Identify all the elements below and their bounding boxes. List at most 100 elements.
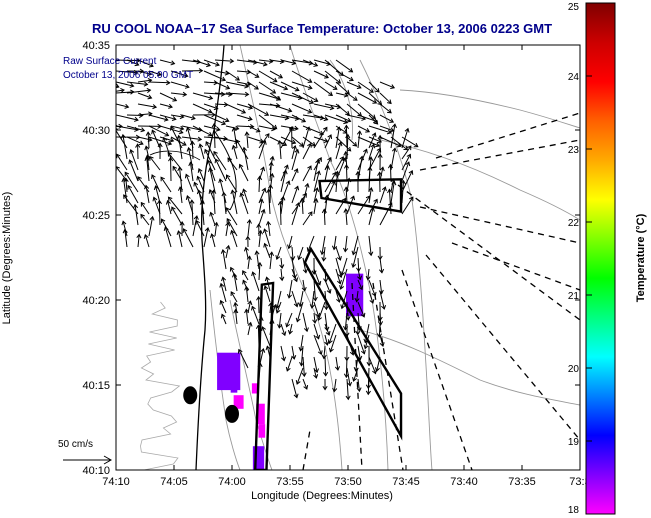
radar-beam-line — [372, 282, 404, 470]
current-vector — [116, 85, 119, 88]
current-vector — [368, 136, 382, 143]
bathymetry-contour — [289, 45, 389, 470]
current-vector-head — [360, 312, 366, 318]
current-vector-head — [287, 244, 293, 250]
current-vector — [144, 234, 150, 248]
current-vector-head — [244, 91, 250, 97]
current-vector — [357, 136, 380, 147]
current-vector-head — [269, 172, 275, 178]
current-vector-head — [179, 114, 185, 120]
current-vector-head — [149, 155, 154, 161]
sst-patch — [258, 424, 266, 438]
current-vector-head — [137, 176, 142, 181]
current-vector — [124, 229, 128, 248]
current-vector — [291, 149, 299, 171]
current-vector-head — [275, 102, 281, 109]
current-vector — [269, 81, 288, 90]
current-vector-head — [152, 104, 158, 110]
current-vector-head — [176, 134, 182, 140]
current-vector — [378, 323, 381, 337]
current-vector — [291, 81, 312, 89]
current-vector — [137, 113, 152, 116]
current-vector — [236, 70, 251, 73]
current-vector — [214, 81, 230, 89]
current-vector-head — [144, 145, 150, 151]
current-vector — [280, 268, 283, 281]
current-vector — [368, 235, 372, 256]
current-vector-head — [406, 153, 412, 159]
current-vector-head — [304, 182, 310, 188]
current-vector — [328, 323, 337, 344]
legend-line-2: October 13, 2006 05:00 GMT — [63, 70, 193, 81]
current-vector-head — [282, 169, 288, 175]
current-vector-head — [301, 286, 307, 292]
current-vector-head — [146, 87, 152, 94]
current-vector — [181, 114, 196, 120]
current-vector-head — [390, 84, 396, 90]
current-vector — [357, 257, 360, 272]
current-vector — [379, 125, 394, 132]
current-vector-head — [249, 124, 255, 130]
current-vector — [258, 59, 273, 63]
current-vector-head — [352, 141, 358, 147]
current-vector — [390, 124, 396, 149]
current-vector — [401, 196, 414, 215]
current-vector — [401, 161, 410, 182]
current-vector-head — [379, 166, 385, 172]
current-vector-head — [323, 372, 329, 377]
current-vector — [313, 59, 331, 65]
current-vector-head — [246, 255, 252, 261]
current-vector-head — [221, 276, 227, 282]
current-vector-head — [277, 324, 283, 329]
current-vector-head — [293, 302, 299, 308]
current-vector — [335, 114, 351, 122]
colorbar-tick-label: 20 — [568, 364, 580, 375]
current-vector — [116, 245, 117, 247]
current-vector-head — [271, 126, 276, 132]
current-vector-head — [345, 395, 351, 401]
current-vector-head — [339, 285, 345, 290]
current-vector — [236, 103, 253, 109]
current-vector — [335, 290, 340, 303]
current-vector-head — [230, 229, 235, 235]
current-vector — [280, 196, 284, 215]
current-vector — [324, 103, 341, 108]
current-vector-head — [255, 127, 261, 133]
current-vector — [137, 176, 150, 193]
current-vector — [368, 114, 378, 125]
current-vector — [324, 356, 327, 376]
current-vector-head — [281, 356, 287, 362]
current-vector-head — [337, 256, 342, 261]
current-vector-head — [372, 369, 377, 375]
current-vector-head — [313, 62, 319, 67]
current-vector-head — [370, 143, 376, 149]
current-vector-head — [352, 96, 358, 101]
current-vector-head — [211, 122, 217, 128]
current-vector — [323, 345, 326, 359]
current-vector — [233, 273, 238, 292]
sst-patch — [256, 403, 265, 425]
current-vector — [390, 136, 408, 151]
current-vector — [346, 301, 349, 320]
current-vector — [116, 125, 139, 131]
current-vector — [335, 125, 348, 134]
current-vector-head — [169, 137, 175, 143]
current-vector-head — [167, 196, 173, 202]
current-vector — [333, 378, 337, 392]
current-vector — [346, 367, 351, 386]
current-vector-head — [251, 271, 257, 277]
current-vector — [204, 149, 216, 171]
current-vector — [390, 181, 395, 204]
current-vector-head — [347, 381, 353, 387]
current-vector-head — [204, 227, 210, 232]
current-vector — [280, 345, 285, 361]
current-vector-head — [147, 71, 153, 77]
current-vector — [116, 169, 117, 170]
current-vector — [247, 256, 251, 270]
plot-frame — [115, 44, 581, 471]
sst-patch — [251, 383, 259, 394]
current-vector — [291, 92, 314, 104]
current-vector — [269, 185, 272, 204]
current-vector-head — [128, 159, 134, 165]
